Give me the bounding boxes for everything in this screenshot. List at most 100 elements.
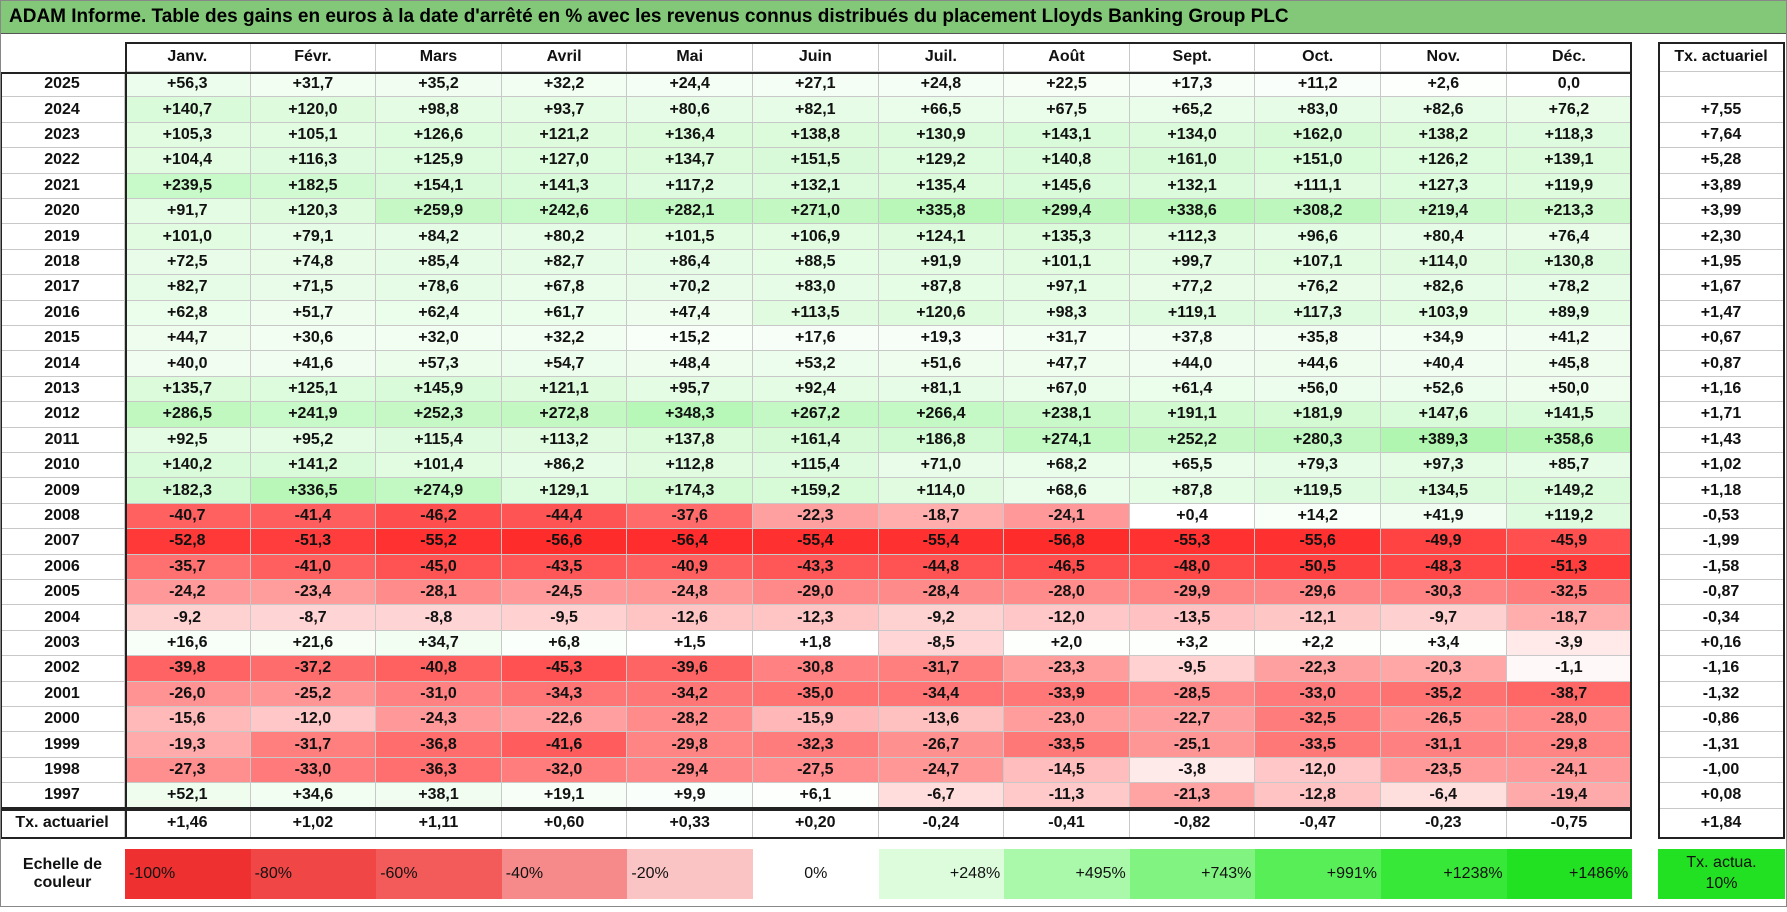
value-cell: -41,6 (501, 732, 628, 758)
value-cell: -22,3 (1255, 656, 1381, 682)
rate-cell: +1,95 (1658, 249, 1785, 276)
rate-cell: +5,28 (1658, 148, 1785, 174)
row-label: 2021 (0, 173, 125, 199)
column-header: Oct. (1255, 42, 1381, 72)
value-cell: -40,7 (125, 503, 251, 530)
value-cell: +44,6 (1255, 351, 1381, 377)
value-cell: +81,1 (878, 376, 1005, 403)
value-cell: +41,6 (250, 351, 377, 377)
value-cell: +259,9 (376, 199, 502, 225)
footer-cell: -0,75 (1506, 808, 1633, 839)
row-label: 2020 (0, 199, 125, 225)
value-cell: -35,0 (753, 681, 879, 707)
value-cell: +37,8 (1129, 326, 1256, 352)
value-cell: -24,3 (376, 707, 502, 733)
row-label: 2014 (0, 351, 125, 377)
value-cell: -30,3 (1381, 580, 1507, 606)
value-cell: -9,5 (1129, 656, 1256, 682)
value-cell: -44,4 (501, 503, 628, 530)
value-cell: -28,4 (878, 580, 1005, 606)
value-cell: +130,9 (878, 122, 1005, 149)
value-cell: +35,2 (376, 72, 502, 98)
footer-cell: -0,41 (1004, 808, 1130, 839)
value-cell: +140,8 (1004, 148, 1130, 174)
value-cell: -31,0 (376, 681, 502, 707)
row-label: 2012 (0, 402, 125, 428)
value-cell: +40,4 (1381, 351, 1507, 377)
legend-step: +1486% (1506, 848, 1633, 899)
value-cell: -29,8 (1506, 732, 1633, 758)
value-cell: +76,2 (1506, 97, 1633, 123)
value-cell: +82,7 (501, 249, 628, 276)
value-cell: +66,5 (878, 97, 1005, 123)
value-cell: +98,8 (376, 97, 502, 123)
value-cell: +48,4 (627, 351, 753, 377)
value-cell: -34,2 (627, 681, 753, 707)
value-cell: +2,2 (1255, 630, 1381, 657)
value-cell: +51,6 (878, 351, 1005, 377)
value-cell: -28,5 (1129, 681, 1256, 707)
value-cell: -56,4 (627, 529, 753, 555)
value-cell: +118,3 (1506, 122, 1633, 149)
value-cell: +70,2 (627, 275, 753, 301)
value-cell: +145,6 (1004, 173, 1130, 199)
value-cell: 0,0 (1506, 72, 1633, 98)
legend-step: +248% (878, 848, 1005, 899)
value-cell: +129,2 (878, 148, 1005, 174)
value-cell: +54,7 (501, 351, 628, 377)
value-cell: +68,2 (1004, 453, 1130, 479)
value-cell: -29,0 (753, 580, 879, 606)
value-cell: +41,2 (1506, 326, 1633, 352)
value-cell: +120,6 (878, 300, 1005, 326)
value-cell: +24,4 (627, 72, 753, 98)
value-cell: +113,2 (501, 427, 628, 453)
value-cell: +113,5 (753, 300, 879, 326)
value-cell: +182,5 (250, 173, 377, 199)
value-cell: -15,6 (125, 707, 251, 733)
value-cell: -20,3 (1381, 656, 1507, 682)
rate-cell: +1,67 (1658, 275, 1785, 301)
value-cell: -24,5 (501, 580, 628, 606)
value-cell: -6,7 (878, 783, 1005, 809)
value-cell: +93,7 (501, 97, 628, 123)
rate-cell: +0,16 (1658, 630, 1785, 657)
value-cell: +52,1 (125, 783, 251, 809)
value-cell: -29,8 (627, 732, 753, 758)
value-cell: -25,2 (250, 681, 377, 707)
value-cell: +239,5 (125, 173, 251, 199)
value-cell: +103,9 (1381, 300, 1507, 326)
value-cell: +19,1 (501, 783, 628, 809)
legend-step: -60% (376, 848, 502, 899)
value-cell: -30,8 (753, 656, 879, 682)
footer-cell: -0,23 (1381, 808, 1507, 839)
value-cell: -51,3 (250, 529, 377, 555)
value-cell: +50,0 (1506, 376, 1633, 403)
rate-cell: +1,16 (1658, 376, 1785, 403)
value-cell: -23,0 (1004, 707, 1130, 733)
value-cell: +252,3 (376, 402, 502, 428)
value-cell: +140,7 (125, 97, 251, 123)
value-cell: +135,7 (125, 376, 251, 403)
value-cell: -13,5 (1129, 605, 1256, 631)
value-cell: -29,9 (1129, 580, 1256, 606)
value-cell: +129,1 (501, 478, 628, 504)
value-cell: +71,0 (878, 453, 1005, 479)
value-cell: +141,3 (501, 173, 628, 199)
rate-cell: -1,00 (1658, 757, 1785, 784)
value-cell: -39,8 (125, 656, 251, 682)
value-cell: -34,4 (878, 681, 1005, 707)
legend-step: +743% (1129, 848, 1256, 899)
value-cell: +97,3 (1381, 453, 1507, 479)
value-cell: -36,8 (376, 732, 502, 758)
value-cell: +67,8 (501, 275, 628, 301)
value-cell: -28,1 (376, 580, 502, 606)
value-cell: +88,5 (753, 249, 879, 276)
value-cell: +161,4 (753, 427, 879, 453)
value-cell: -18,7 (1506, 605, 1633, 631)
value-cell: +335,8 (878, 199, 1005, 225)
value-cell: -55,4 (753, 529, 879, 555)
value-cell: +138,2 (1381, 122, 1507, 149)
value-cell: +140,2 (125, 453, 251, 479)
legend-step: -20% (627, 848, 753, 899)
